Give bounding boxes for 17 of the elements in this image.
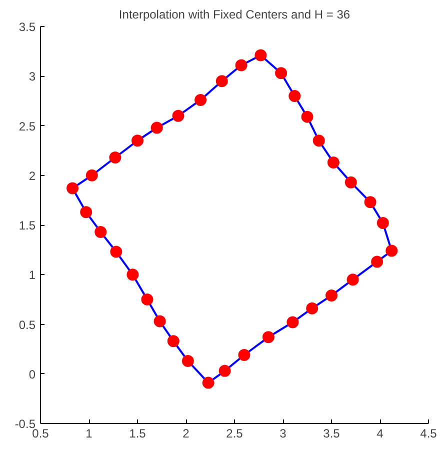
y-tick-label: 2.5 — [18, 119, 36, 134]
y-tick-label: 1 — [28, 268, 36, 282]
y-tick-label: 3 — [28, 70, 36, 84]
x-tick-label: 3.5 — [323, 426, 340, 440]
x-tick-label: 4.5 — [420, 426, 438, 440]
y-tick-label: 1.5 — [18, 218, 36, 232]
y-tick-label: 0.5 — [18, 318, 36, 332]
x-tick-label: 1 — [86, 426, 93, 440]
x-tick-label: 3 — [280, 426, 287, 440]
x-tick-label: 2 — [182, 426, 190, 440]
y-tick-label: 2 — [28, 168, 36, 183]
y-tick-label: 3.5 — [18, 20, 36, 34]
x-tick-label: 1.5 — [129, 426, 146, 440]
x-tick-label: 2.5 — [226, 426, 244, 440]
chart-title: Interpolation with Fixed Centers and H = 36 — [118, 8, 350, 22]
x-tick-label: 4 — [376, 426, 384, 440]
y-tick-label: 0 — [28, 367, 36, 382]
